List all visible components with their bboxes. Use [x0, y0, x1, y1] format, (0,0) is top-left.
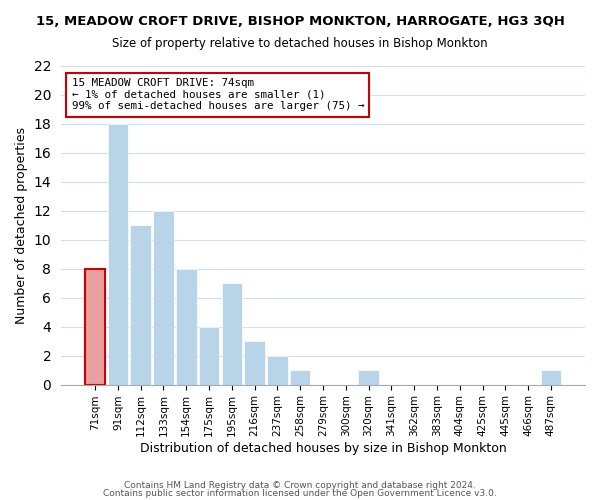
Text: Size of property relative to detached houses in Bishop Monkton: Size of property relative to detached ho…	[112, 38, 488, 51]
Bar	[176, 268, 197, 384]
Bar	[107, 124, 128, 384]
X-axis label: Distribution of detached houses by size in Bishop Monkton: Distribution of detached houses by size …	[140, 442, 506, 455]
Bar	[541, 370, 561, 384]
Text: Contains public sector information licensed under the Open Government Licence v3: Contains public sector information licen…	[103, 488, 497, 498]
Bar	[199, 326, 220, 384]
Text: 15, MEADOW CROFT DRIVE, BISHOP MONKTON, HARROGATE, HG3 3QH: 15, MEADOW CROFT DRIVE, BISHOP MONKTON, …	[35, 15, 565, 28]
Bar	[244, 341, 265, 384]
Bar	[221, 283, 242, 384]
Bar	[290, 370, 310, 384]
Bar	[130, 225, 151, 384]
Bar	[358, 370, 379, 384]
Text: Contains HM Land Registry data © Crown copyright and database right 2024.: Contains HM Land Registry data © Crown c…	[124, 481, 476, 490]
Bar	[153, 210, 174, 384]
Y-axis label: Number of detached properties: Number of detached properties	[15, 126, 28, 324]
Text: 15 MEADOW CROFT DRIVE: 74sqm
← 1% of detached houses are smaller (1)
99% of semi: 15 MEADOW CROFT DRIVE: 74sqm ← 1% of det…	[71, 78, 364, 112]
Bar	[267, 356, 287, 384]
Bar	[85, 268, 106, 384]
